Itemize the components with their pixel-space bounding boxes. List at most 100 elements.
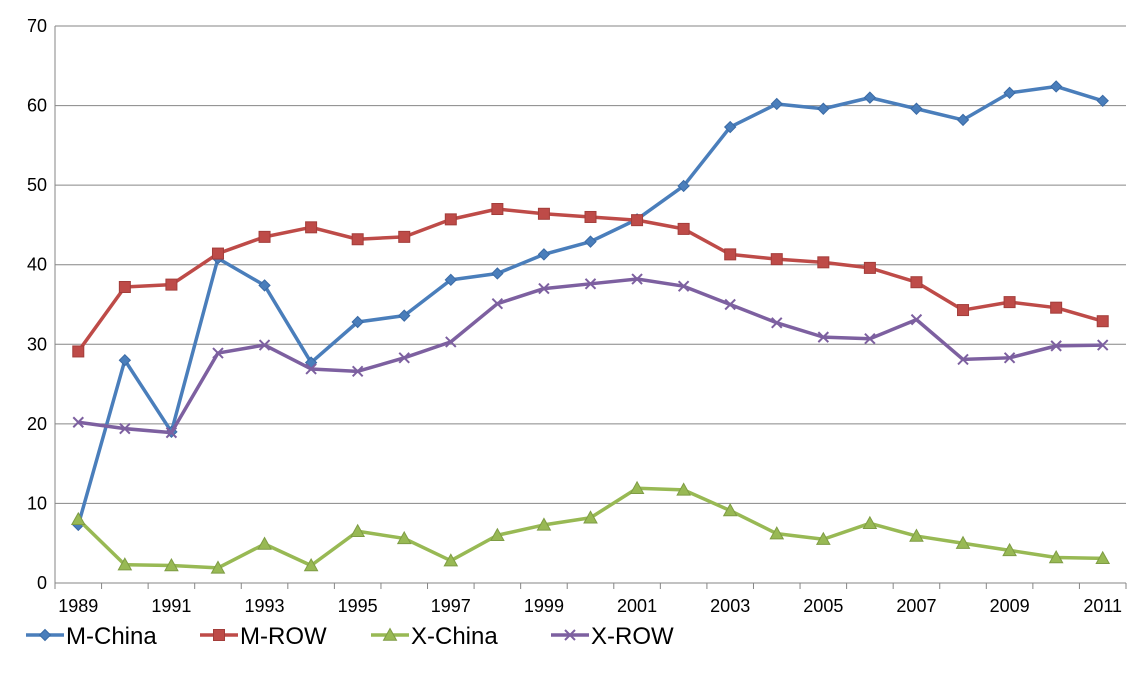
data-point-x-china-1999: [536, 517, 552, 531]
legend-item-m-china: M-China: [26, 623, 157, 650]
series-x-china: [70, 480, 1111, 574]
data-point-m-row-2009: [1003, 296, 1016, 309]
data-point-x-china-2004: [769, 526, 785, 540]
data-point-m-china-1998: [491, 267, 504, 280]
data-point-x-row-1994: [305, 363, 317, 375]
data-point-x-row-2009: [1003, 352, 1016, 364]
data-point-x-row-2002: [677, 280, 690, 292]
data-point-m-row-1999: [537, 207, 550, 220]
data-point-x-row-1990: [119, 422, 131, 435]
data-point-x-row-1998: [491, 297, 504, 310]
data-point-m-row-1990: [118, 280, 131, 293]
data-point-m-china-1990: [118, 353, 132, 367]
data-point-x-row-2006: [864, 333, 876, 345]
data-point-m-china-2005: [817, 102, 830, 115]
y-tick-label-40: 40: [27, 255, 47, 275]
y-tick-label-70: 70: [27, 16, 47, 36]
series-m-china: [72, 80, 1109, 532]
data-point-m-row-1993: [258, 230, 271, 243]
data-point-x-row-2000: [584, 278, 597, 290]
data-point-x-china-2006: [862, 515, 878, 530]
series-line-m-row: [76, 207, 1104, 353]
series-x-row: [72, 273, 1109, 439]
x-tick-label-2011: 2011: [1083, 596, 1122, 616]
legend-label-x-china: X-China: [411, 623, 498, 650]
x-tick-label-1989: 1989: [58, 596, 98, 616]
data-point-m-china-2008: [956, 113, 970, 127]
legend-label-m-china: M-China: [66, 623, 157, 650]
data-point-x-row-2011: [1097, 339, 1109, 351]
data-point-x-row-2007: [910, 313, 923, 326]
y-tick-label-30: 30: [27, 334, 47, 354]
data-point-m-row-1989: [72, 345, 85, 358]
data-point-m-row-1994: [305, 221, 318, 234]
data-point-m-china-2009: [1003, 86, 1016, 100]
data-point-m-china-2003: [723, 120, 737, 134]
data-point-x-row-1995: [351, 365, 364, 378]
data-point-m-row-2010: [1050, 301, 1063, 314]
data-point-x-row-2004: [771, 317, 783, 329]
data-point-x-china-2005: [815, 531, 831, 545]
data-point-x-china-1991: [164, 557, 179, 572]
data-point-x-china-2010: [1048, 550, 1064, 564]
data-point-x-china-2002: [676, 482, 691, 496]
data-point-m-china-2006: [863, 91, 877, 104]
x-tick-label-1993: 1993: [245, 596, 285, 616]
data-point-m-row-1998: [491, 203, 504, 216]
data-point-m-row-1991: [165, 278, 178, 291]
x-tick-label-1991: 1991: [151, 596, 191, 616]
data-point-m-row-2003: [724, 248, 737, 261]
data-point-m-china-1993: [258, 279, 271, 292]
y-tick-label-60: 60: [27, 96, 47, 116]
data-point-x-row-2001: [631, 273, 643, 285]
data-point-m-row-1995: [351, 233, 364, 246]
data-point-m-china-2010: [1049, 80, 1063, 93]
legend-marker-x-row: [564, 629, 576, 641]
y-tick-label-0: 0: [37, 573, 47, 593]
data-point-x-row-2003: [724, 298, 736, 311]
data-point-x-row-1989: [72, 416, 84, 428]
legend-label-x-row: X-ROW: [591, 623, 674, 650]
data-point-x-row-2005: [817, 331, 830, 343]
data-point-m-china-1995: [351, 315, 364, 329]
data-point-m-row-2001: [631, 214, 644, 227]
data-point-x-china-1995: [350, 523, 366, 537]
data-point-x-china-2011: [1095, 550, 1111, 565]
series-line-x-china: [77, 486, 1103, 570]
data-point-x-china-1989: [70, 511, 86, 526]
data-point-m-row-2004: [770, 253, 783, 266]
x-tick-label-2005: 2005: [803, 596, 843, 616]
x-tick-label-2001: 2001: [617, 596, 657, 616]
data-point-x-china-1990: [117, 557, 133, 571]
series-m-row: [72, 203, 1109, 358]
data-point-x-china-1998: [490, 527, 505, 541]
y-tick-label-50: 50: [27, 175, 47, 195]
data-point-m-row-1992: [211, 247, 224, 260]
data-point-x-china-2000: [583, 510, 598, 524]
data-point-x-row-1996: [398, 352, 410, 364]
legend-marker-m-row: [213, 629, 225, 641]
x-tick-label-1999: 1999: [524, 596, 564, 616]
data-point-m-china-2004: [770, 97, 783, 111]
data-point-m-row-1997: [444, 213, 457, 226]
data-point-m-china-2007: [910, 102, 923, 115]
legend-marker-m-china: [38, 628, 52, 642]
y-tick-label-20: 20: [27, 414, 47, 434]
data-point-x-row-1999: [538, 282, 550, 295]
x-tick-label-2009: 2009: [990, 596, 1030, 616]
data-point-x-row-1992: [212, 347, 224, 359]
data-point-m-row-2007: [910, 276, 923, 289]
data-point-x-china-1994: [303, 557, 319, 572]
data-point-m-china-1996: [398, 309, 411, 322]
data-point-m-china-1997: [444, 273, 458, 287]
data-point-m-row-1996: [398, 230, 411, 243]
data-point-x-row-2008: [957, 353, 969, 366]
data-point-x-china-2003: [722, 503, 738, 517]
series-line-m-china: [76, 84, 1104, 526]
data-point-x-china-2008: [955, 535, 971, 549]
data-point-m-china-1999: [537, 248, 551, 261]
data-point-x-china-1993: [257, 536, 272, 550]
x-tick-label-1997: 1997: [431, 596, 471, 616]
